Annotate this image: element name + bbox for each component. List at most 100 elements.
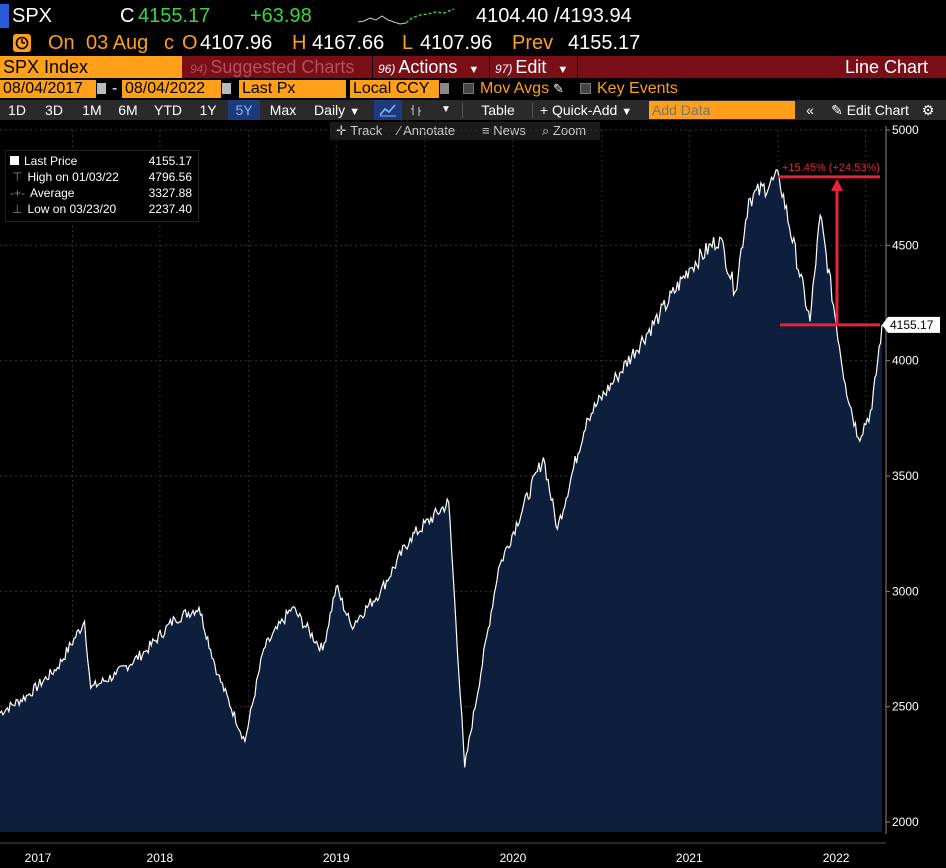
y-axis: 2000 2500 3000 3500 4000 4500 5000 2017 2018 2019… <box>0 123 940 865</box>
chevron-down-icon: ▼ <box>557 64 569 76</box>
c-label: c <box>164 32 174 54</box>
y-tick-label: 2000 <box>892 815 919 829</box>
series-swatch-icon <box>10 156 19 165</box>
bar-chart-icon[interactable] <box>404 100 428 120</box>
suggested-charts-menu[interactable]: 94) Suggested Charts <box>190 56 354 78</box>
suggested-label: Suggested Charts <box>210 57 355 77</box>
range-5y[interactable]: 5Y <box>228 100 260 120</box>
x-tick-label: 2019 <box>323 851 350 865</box>
price-line <box>0 169 883 768</box>
chart-legend: Last Price 4155.17 ⊤ High on 01/03/22 479… <box>5 150 199 222</box>
dropdown-icon[interactable] <box>440 83 449 94</box>
prev-label: Prev <box>512 32 554 54</box>
x-tick-label: 2018 <box>147 851 174 865</box>
quick-add-button[interactable]: + Quick-Add ▼ <box>538 100 634 120</box>
actions-menu[interactable]: 96) Actions ▼ <box>378 56 479 78</box>
measure-label: +15.45% (+24.53%) <box>782 162 880 174</box>
annotate-tool[interactable]: ⁄ Annotate <box>398 122 455 140</box>
measure-tool: +15.45% (+24.53%) <box>778 162 880 327</box>
range-toolbar: 1D 3D 1M 6M YTD 1Y 5Y Max Daily ▼ ▼ Tabl… <box>0 100 946 120</box>
toolbar-separator <box>462 102 463 118</box>
menu-divider <box>489 56 490 78</box>
collapse-icon[interactable]: « <box>806 102 814 118</box>
x-tick-label: 2017 <box>25 851 52 865</box>
close-label: C <box>120 5 135 27</box>
high-marker-icon: ⊤ <box>12 170 23 184</box>
zoom-label: Zoom <box>552 123 587 138</box>
plus-icon: + <box>539 102 552 118</box>
pencil-icon: ✎ <box>831 102 847 118</box>
quote-detail: On 03 Aug c O 4107.96 H 4167.66 L 4107.9… <box>0 32 946 56</box>
edit-label: Edit <box>515 57 547 77</box>
chevron-down-icon: ▼ <box>349 106 360 118</box>
low-marker-icon: ⊥ <box>12 202 23 216</box>
mov-avgs-label[interactable]: Mov Avgs <box>480 80 550 97</box>
menu-bar: SPX Index 94) Suggested Charts 96) Actions… <box>0 56 946 78</box>
range-1m[interactable]: 1M <box>82 102 102 118</box>
legend-low: ⊥ Low on 03/23/20 2237.40 <box>10 201 196 217</box>
average-marker-icon: -+- <box>10 186 25 200</box>
ticker: SPX <box>12 5 53 27</box>
chevron-down-icon: ▼ <box>468 64 480 76</box>
alert-clock-icon[interactable] <box>13 34 31 52</box>
add-data-input[interactable] <box>649 101 795 119</box>
annotate-label: Annotate <box>403 123 456 138</box>
high-label: H <box>292 32 307 54</box>
price-field-select[interactable]: Last Px <box>239 80 346 98</box>
currency-select[interactable]: Local CCY <box>350 80 439 98</box>
quick-add-label: Quick-Add <box>551 102 618 118</box>
range-3d[interactable]: 3D <box>45 102 63 118</box>
pencil-icon: ⁄ <box>398 123 403 138</box>
key-events-checkbox[interactable] <box>580 83 591 94</box>
high-value: 4167.66 <box>312 32 385 54</box>
range-1y[interactable]: 1Y <box>199 102 217 118</box>
y-tick-label: 4000 <box>892 354 919 368</box>
bid-ask: 4104.40 /4193.94 <box>476 5 632 27</box>
mov-avgs-checkbox[interactable] <box>463 83 474 94</box>
net-change: +63.98 <box>250 5 312 27</box>
chart-type-title: Line Chart <box>844 57 928 77</box>
line-chart-icon[interactable] <box>374 100 402 120</box>
x-tick-label: 2020 <box>500 851 527 865</box>
range-max[interactable]: Max <box>269 102 297 118</box>
calendar-icon[interactable] <box>97 83 106 94</box>
measure-arrow-icon <box>831 178 843 191</box>
legend-last-price: Last Price 4155.17 <box>10 153 196 169</box>
frequency-select[interactable]: Daily ▼ <box>306 100 368 120</box>
legend-low-label: Low on 03/23/20 <box>27 202 117 216</box>
chart-style-dropdown-icon[interactable]: ▼ <box>441 104 451 115</box>
legend-low-value: 2237.40 <box>148 202 192 216</box>
price-chart[interactable]: +15.45% (+24.53%) 2000 2500 3000 3500 4000 45… <box>0 120 946 868</box>
legend-last-value: 4155.17 <box>148 154 192 168</box>
gear-icon[interactable]: ⚙ <box>921 102 935 118</box>
range-6m[interactable]: 6M <box>118 102 138 118</box>
legend-average-value: 3327.88 <box>148 186 192 200</box>
intraday-sparkline <box>357 8 455 25</box>
edit-chart-button[interactable]: ✎ Edit Chart <box>826 100 914 120</box>
actions-label: Actions <box>398 57 458 77</box>
legend-high-label: High on 01/03/22 <box>27 170 119 184</box>
x-tick-label: 2022 <box>823 851 850 865</box>
range-ytd[interactable]: YTD <box>154 102 182 118</box>
table-button[interactable]: Table <box>481 102 515 118</box>
legend-last-label: Last Price <box>24 154 78 168</box>
y-tick-label: 3500 <box>892 469 919 483</box>
calendar-icon[interactable] <box>222 83 231 94</box>
edit-menu[interactable]: 97) Edit ▼ <box>495 56 568 78</box>
x-tick-label: 2021 <box>676 851 703 865</box>
edit-chart-label: Edit Chart <box>846 102 909 118</box>
range-1d[interactable]: 1D <box>8 102 26 118</box>
suggested-number: 94) <box>190 62 208 76</box>
open-value: 4107.96 <box>200 32 273 54</box>
pencil-icon[interactable]: ✎ <box>553 81 564 96</box>
security-color-tab <box>0 4 9 28</box>
y-tick-label: 2500 <box>892 700 919 714</box>
security-field[interactable]: SPX Index <box>0 56 182 78</box>
edit-number: 97) <box>495 62 513 76</box>
end-date-field[interactable]: 08/04/2022 <box>122 80 221 98</box>
start-date-field[interactable]: 08/04/2017 <box>0 80 96 98</box>
key-events-label[interactable]: Key Events <box>597 80 678 97</box>
chevron-down-icon: ▼ <box>621 106 633 118</box>
chart-params: 08/04/2017 - 08/04/2022 Last Px Local CC… <box>0 80 946 100</box>
price-area <box>0 169 882 832</box>
